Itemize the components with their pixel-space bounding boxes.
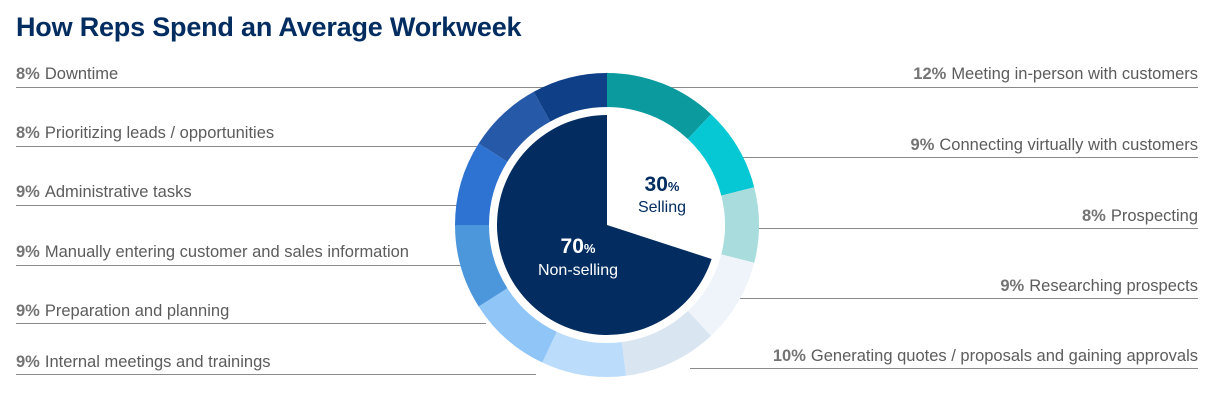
selling-unit: % [668,179,680,194]
leader-generating-quotes [690,368,1198,369]
leader-connecting-virtually [735,157,1198,158]
slice-connecting-virtually-with-customers [687,114,755,196]
leader-downtime [16,87,546,88]
label-administrative-tasks: 9% Administrative tasks [16,183,192,202]
label-generating-quotes: 10% Generating quotes / proposals and gai… [773,347,1198,366]
pct-generating-quotes: 10% [772,347,806,365]
label-internal-meetings: 9% Internal meetings and trainings [16,353,271,372]
slice-researching-prospects [687,254,755,336]
leader-manually-entering [16,265,466,266]
text-connecting-virtually: Connecting virtually with customers [939,136,1198,154]
slice-preparation-and-planning [478,288,557,363]
text-preparation-planning: Preparation and planning [44,302,230,320]
outer-ring [455,73,760,377]
text-generating-quotes: Generating quotes / proposals and gainin… [810,347,1198,365]
text-internal-meetings: Internal meetings and trainings [44,353,271,371]
slice-administrative-tasks [455,143,508,225]
slice-downtime [533,73,607,122]
label-prospecting: 8% Prospecting [1082,207,1198,226]
text-prioritizing-leads: Prioritizing leads / opportunities [44,124,275,142]
leader-internal-meetings [16,374,536,375]
slice-meeting-in-person-with-customers [607,73,712,139]
pct-prioritizing-leads: 8% [16,124,40,142]
text-administrative-tasks: Administrative tasks [44,183,192,201]
text-researching-prospects: Researching prospects [1029,277,1198,295]
pie-selling [607,115,717,259]
leader-researching-prospects [740,298,1198,299]
label-prioritizing-leads: 8% Prioritizing leads / opportunities [16,124,274,143]
leader-preparation-planning [16,323,486,324]
label-researching-prospects: 9% Researching prospects [1000,277,1198,296]
slice-generating-quotes-proposals-and-gaining-approvals [621,311,712,376]
non-selling-label: Non-selling [538,262,618,279]
slice-internal-meetings-and-trainings [542,331,627,377]
selling-value: 30 [645,173,668,196]
leader-administrative-tasks [16,205,466,206]
non-selling-unit: % [584,241,596,256]
pct-internal-meetings: 9% [16,353,40,371]
pct-meeting-in-person: 12% [913,65,947,83]
inner-pie [497,115,717,335]
pct-downtime: 8% [16,65,40,83]
text-downtime: Downtime [44,65,119,83]
pct-researching-prospects: 9% [1000,277,1025,295]
leader-prioritizing-leads [16,146,496,147]
chart-title: How Reps Spend an Average Workweek [16,12,522,42]
label-meeting-in-person: 12% Meeting in-person with customers [913,65,1198,84]
pct-administrative-tasks: 9% [16,183,40,201]
slice-prioritizing-leads-opportunities [478,91,551,162]
pct-connecting-virtually: 9% [910,136,935,154]
label-connecting-virtually: 9% Connecting virtually with customers [911,136,1198,155]
label-preparation-planning: 9% Preparation and planning [16,302,229,321]
label-downtime: 8% Downtime [16,65,118,84]
pct-prospecting: 8% [1082,207,1106,225]
pct-preparation-planning: 9% [16,302,40,320]
non-selling-center-label: 70% [561,235,596,258]
pie-non-selling [497,115,712,335]
non-selling-value: 70 [561,235,584,258]
label-manually-entering: 9% Manually entering customer and sales i… [16,243,409,262]
selling-center-label: 30% [645,173,680,196]
slice-manually-entering-customer-and-sales-information [455,225,508,307]
text-manually-entering: Manually entering customer and sales inf… [44,243,409,261]
leader-meeting-in-person [670,87,1198,88]
pct-manually-entering: 9% [16,243,40,261]
slice-prospecting [721,187,760,263]
text-prospecting: Prospecting [1110,207,1198,225]
selling-label: Selling [638,199,686,216]
leader-prospecting [755,228,1198,229]
text-meeting-in-person: Meeting in-person with customers [951,65,1198,83]
